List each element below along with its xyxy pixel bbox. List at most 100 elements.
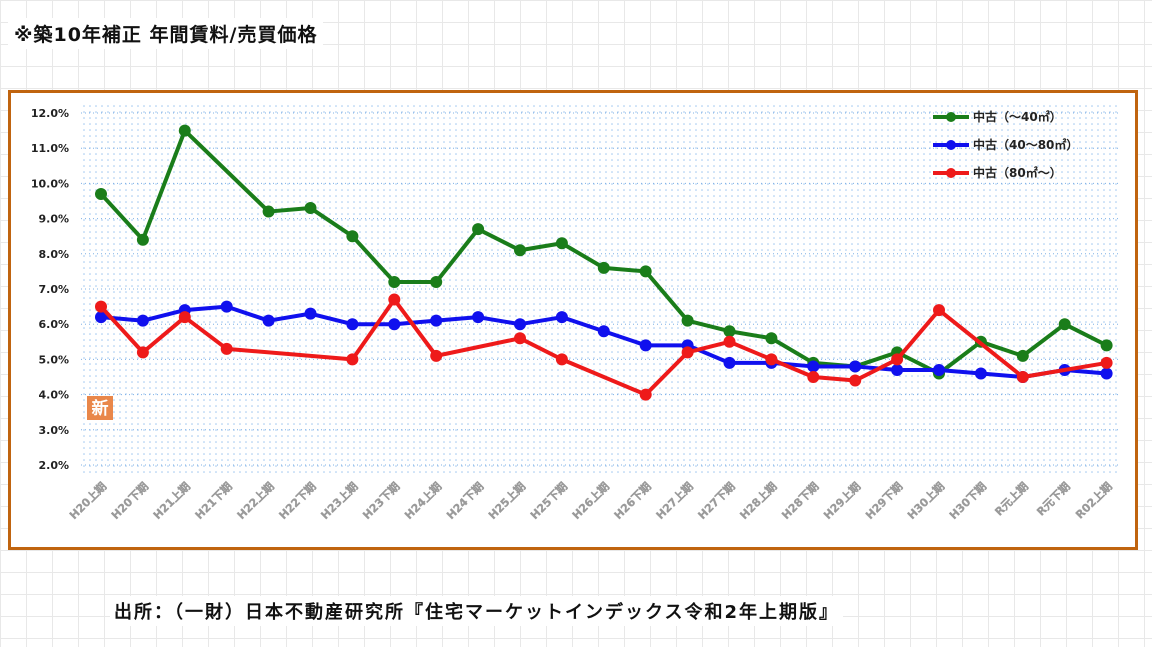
data-point-series-1 [681, 314, 694, 327]
data-point-series-1 [514, 244, 526, 257]
x-tick-label: R元上期 [992, 479, 1031, 518]
data-point-series-1 [304, 202, 317, 215]
y-tick-label: 7.0% [38, 283, 69, 296]
data-point-series-2 [388, 318, 401, 331]
x-tick-label: H28下期 [779, 479, 822, 522]
data-point-series-3 [220, 342, 233, 355]
data-point-series-3 [639, 388, 652, 401]
data-point-series-1 [262, 205, 275, 218]
y-tick-label: 12.0% [31, 107, 69, 120]
y-tick-label: 3.0% [38, 424, 69, 437]
legend-marker-3 [946, 168, 956, 178]
data-point-series-2 [136, 314, 149, 327]
chart-frame: 12.0% 11.0% 10.0% 9.0% 8.0% 7.0% 6.0% 5.0% 4.0% 3… [8, 90, 1138, 550]
data-point-series-1 [472, 223, 485, 236]
data-point-series-3 [514, 332, 526, 345]
data-point-series-3 [681, 346, 694, 359]
x-tick-label: R元下期 [1034, 479, 1073, 518]
x-tick-label: H30下期 [946, 479, 989, 522]
data-point-series-2 [555, 311, 568, 324]
data-point-series-1 [95, 187, 107, 200]
data-point-series-1 [1016, 349, 1029, 362]
y-tick-label: 11.0% [31, 142, 69, 155]
y-tick-label: 9.0% [38, 213, 69, 226]
y-tick-label: 2.0% [38, 459, 69, 472]
x-tick-label: R02上期 [1072, 479, 1114, 521]
data-point-series-2 [514, 318, 526, 331]
legend-marker-1 [946, 112, 956, 122]
x-tick-label: H29下期 [862, 479, 905, 522]
x-tick-label: H26下期 [611, 479, 654, 522]
data-point-series-2 [220, 300, 233, 313]
plot-area [81, 105, 1121, 475]
data-point-series-1 [765, 332, 778, 345]
x-tick-label: H25下期 [527, 479, 570, 522]
data-point-series-3 [933, 304, 945, 317]
data-point-series-3 [723, 335, 736, 348]
data-point-series-3 [430, 349, 443, 362]
data-point-series-2 [346, 318, 359, 331]
x-tick-label: H29上期 [821, 479, 864, 522]
source-note: 出所：（一財）日本不動産研究所『住宅マーケットインデックス令和2年上期版』 [110, 596, 843, 626]
x-tick-label: H30上期 [904, 479, 947, 522]
data-point-series-3 [1016, 371, 1029, 383]
x-tick-label: H28上期 [737, 479, 780, 522]
x-tick-label: H21下期 [192, 479, 235, 522]
data-point-series-2 [974, 367, 987, 380]
legend-label-3: 中古（80㎡～） [973, 165, 1062, 180]
x-tick-label: H24上期 [402, 479, 445, 522]
data-point-series-3 [95, 300, 107, 313]
data-point-series-1 [430, 275, 443, 288]
data-point-series-2 [639, 339, 652, 352]
data-point-series-1 [639, 265, 652, 278]
new-badge-label: 新 [92, 398, 109, 419]
x-tick-label: H26上期 [569, 479, 612, 522]
y-tick-label: 10.0% [31, 177, 69, 190]
y-tick-label: 5.0% [38, 353, 69, 366]
legend-marker-2 [946, 140, 956, 150]
data-point-series-2 [472, 311, 485, 324]
x-tick-label: H23上期 [318, 479, 361, 522]
x-tick-label: H23下期 [360, 479, 403, 522]
y-tick-label: 4.0% [38, 389, 69, 402]
data-point-series-3 [1100, 356, 1113, 369]
data-point-series-2 [849, 360, 862, 373]
x-tick-label: H22上期 [234, 479, 277, 522]
data-point-series-2 [597, 325, 610, 338]
data-point-series-1 [723, 325, 736, 338]
data-point-series-3 [136, 346, 149, 359]
data-point-series-3 [849, 374, 862, 387]
x-tick-label: H20上期 [66, 479, 109, 522]
data-point-series-2 [933, 363, 945, 376]
data-point-series-1 [555, 237, 568, 250]
data-point-series-3 [891, 353, 904, 366]
data-point-series-2 [95, 311, 107, 324]
data-point-series-2 [723, 356, 736, 369]
data-point-series-1 [388, 275, 401, 288]
data-point-series-2 [891, 363, 904, 376]
data-point-series-1 [346, 230, 359, 243]
legend-label-2: 中古（40～80㎡） [973, 137, 1078, 152]
x-tick-label: H27下期 [695, 479, 738, 522]
x-tick-label: H27上期 [653, 479, 696, 522]
y-tick-label: 8.0% [38, 248, 69, 261]
series-line-1 [99, 128, 1108, 376]
data-point-series-3 [346, 353, 359, 366]
x-tick-label: H21上期 [150, 479, 193, 522]
new-badge: 新 [87, 396, 113, 420]
data-point-series-3 [388, 293, 401, 306]
x-tick-label: H24下期 [443, 479, 486, 522]
x-tick-label: H22下期 [276, 479, 319, 522]
page-title: ※築10年補正 年間賃料/売買価格 [8, 18, 324, 49]
data-point-series-3 [555, 353, 568, 366]
x-tick-label: H25上期 [485, 479, 528, 522]
line-chart: 12.0% 11.0% 10.0% 9.0% 8.0% 7.0% 6.0% 5.0% 4.0% 3… [31, 105, 1121, 522]
data-point-series-2 [430, 314, 443, 327]
legend-label-1: 中古（～40㎡） [973, 109, 1062, 124]
data-point-series-2 [262, 314, 275, 327]
data-point-series-2 [807, 360, 820, 373]
data-point-series-1 [1058, 318, 1071, 331]
data-point-series-3 [807, 371, 820, 383]
data-point-series-1 [1100, 339, 1113, 352]
data-point-series-3 [178, 311, 191, 324]
